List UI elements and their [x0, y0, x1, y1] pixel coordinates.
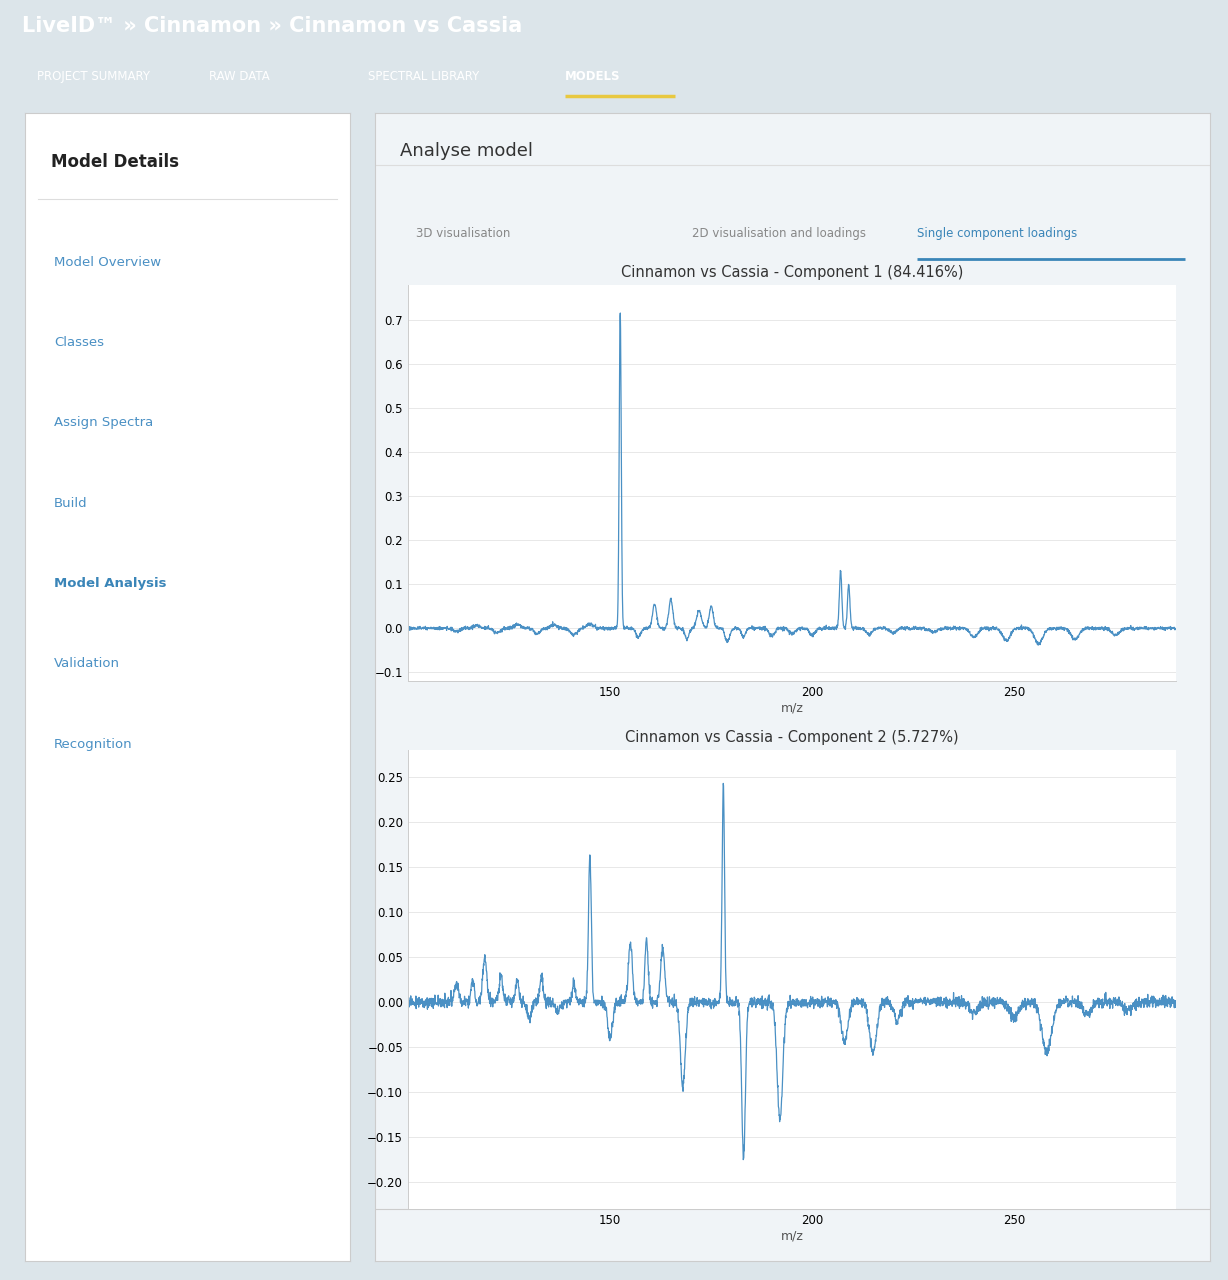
- Text: Recognition: Recognition: [54, 737, 133, 750]
- Text: Model Details: Model Details: [50, 154, 178, 172]
- Text: Classes: Classes: [54, 335, 104, 349]
- Text: Build: Build: [54, 497, 87, 509]
- Text: PROJECT SUMMARY: PROJECT SUMMARY: [37, 70, 150, 83]
- Text: MODELS: MODELS: [565, 70, 620, 83]
- Text: RAW DATA: RAW DATA: [209, 70, 269, 83]
- X-axis label: m/z: m/z: [781, 701, 803, 714]
- Text: Model Analysis: Model Analysis: [54, 577, 166, 590]
- Text: Assign Spectra: Assign Spectra: [54, 416, 154, 429]
- Text: Single component loadings: Single component loadings: [917, 227, 1077, 239]
- Text: Model Overview: Model Overview: [54, 256, 161, 269]
- Title: Cinnamon vs Cassia - Component 1 (84.416%): Cinnamon vs Cassia - Component 1 (84.416…: [621, 265, 963, 279]
- Text: Analyse model: Analyse model: [399, 142, 533, 160]
- Text: Validation: Validation: [54, 658, 120, 671]
- Text: 3D visualisation: 3D visualisation: [416, 227, 511, 239]
- Text: SPECTRAL LIBRARY: SPECTRAL LIBRARY: [368, 70, 480, 83]
- Title: Cinnamon vs Cassia - Component 2 (5.727%): Cinnamon vs Cassia - Component 2 (5.727%…: [625, 730, 959, 745]
- Text: 2D visualisation and loadings: 2D visualisation and loadings: [691, 227, 866, 239]
- Text: LiveID™ » Cinnamon » Cinnamon vs Cassia: LiveID™ » Cinnamon » Cinnamon vs Cassia: [22, 17, 522, 36]
- X-axis label: m/z: m/z: [781, 1230, 803, 1243]
